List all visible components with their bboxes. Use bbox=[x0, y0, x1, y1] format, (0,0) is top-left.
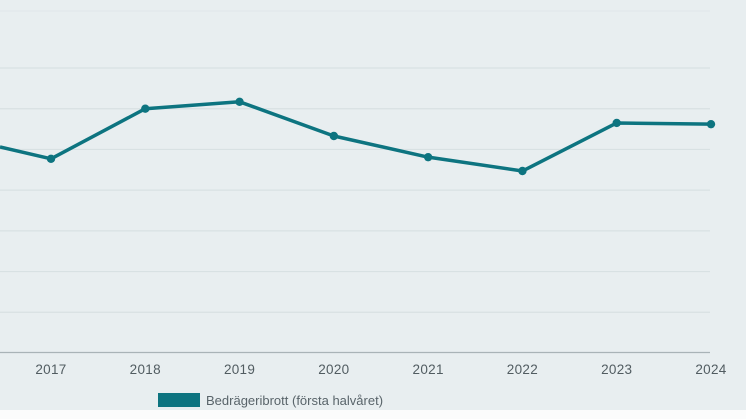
legend-label: Bedrägeribrott (första halvåret) bbox=[206, 392, 384, 408]
x-axis-label-2022: 2022 bbox=[506, 362, 539, 377]
data-point-2023[interactable] bbox=[612, 118, 621, 128]
x-axis-label-2020: 2020 bbox=[318, 362, 350, 377]
x-axis-label-2019: 2019 bbox=[223, 362, 256, 377]
legend-swatch bbox=[158, 393, 200, 407]
legend-item-bedrageribrott[interactable]: Bedrägeribrott (första halvåret) bbox=[158, 393, 383, 408]
data-point-2018[interactable] bbox=[141, 104, 150, 113]
legend: Bedrägeribrott (första halvåret) bbox=[158, 391, 383, 409]
x-axis-label-2023: 2023 bbox=[601, 362, 633, 377]
x-axis-label-2018: 2018 bbox=[129, 362, 161, 377]
x-axis-label-2024: 2024 bbox=[695, 362, 727, 377]
x-axis: 2017 2018 2019 2020 2021 2022 2023 2024 bbox=[0, 362, 746, 380]
data-point-2020[interactable] bbox=[329, 131, 339, 141]
series-line bbox=[0, 100, 712, 173]
x-axis-label-2017: 2017 bbox=[35, 362, 67, 377]
x-axis-label-2021: 2021 bbox=[412, 362, 444, 377]
data-point-2019[interactable] bbox=[235, 97, 244, 106]
page-footer-strip bbox=[0, 410, 746, 419]
data-point-2024[interactable] bbox=[706, 119, 716, 129]
data-point-2021[interactable] bbox=[423, 152, 433, 162]
data-point-2022[interactable] bbox=[518, 166, 527, 176]
data-point-2017[interactable] bbox=[46, 154, 56, 163]
